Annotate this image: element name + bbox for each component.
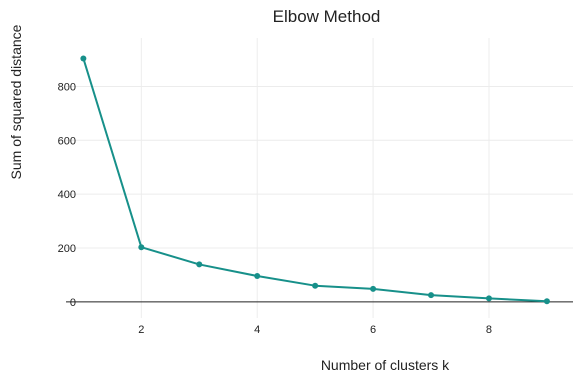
data-point	[80, 55, 87, 62]
data-point	[428, 292, 435, 299]
y-axis-label: Sum of squared distance	[8, 24, 24, 180]
x-tick-label: 8	[486, 324, 492, 336]
tick-labels: 2 4 6 8 0 200 400 600 800	[58, 81, 492, 336]
y-tick-label: 0	[70, 297, 76, 309]
series-line	[82, 58, 547, 303]
x-axis-label: Number of clusters k	[320, 357, 450, 373]
y-tick-label: 600	[58, 135, 76, 147]
data-point	[254, 273, 261, 279]
y-tick-label: 400	[58, 189, 76, 201]
x-tick-label: 4	[254, 324, 260, 336]
data-point	[543, 298, 550, 305]
data-point	[370, 285, 377, 292]
x-tick-label: 6	[370, 324, 376, 336]
chart-title: Elbow Method	[272, 7, 381, 26]
x-tick-label: 2	[138, 324, 144, 336]
y-tick-label: 800	[58, 81, 76, 93]
gridlines	[66, 38, 573, 318]
data-point	[138, 244, 145, 251]
data-point	[485, 295, 492, 302]
data-point	[312, 282, 319, 289]
data-point	[196, 261, 203, 268]
series	[80, 55, 550, 305]
y-tick-label: 200	[58, 243, 76, 255]
